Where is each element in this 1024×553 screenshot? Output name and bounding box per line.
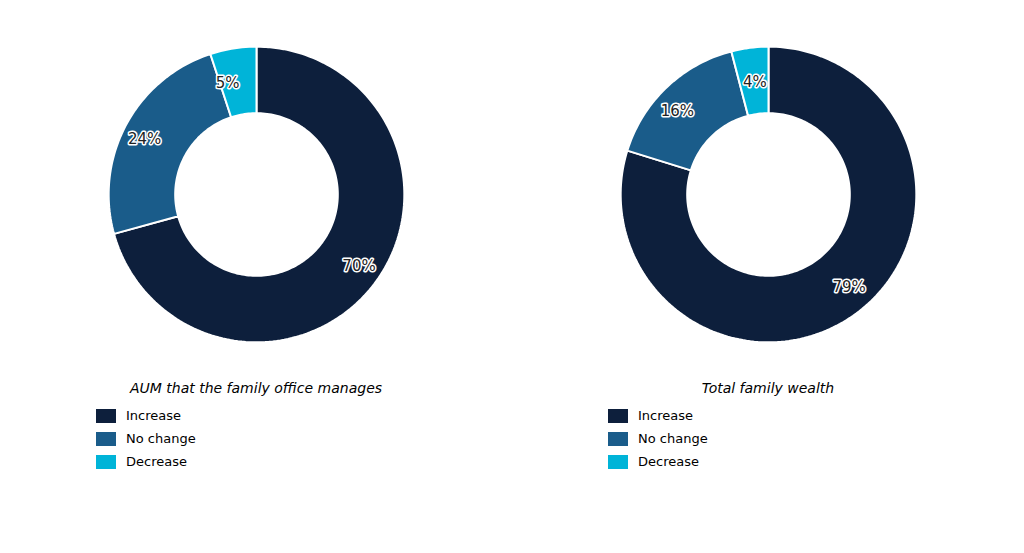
html-text:AUM that the family office man: AUM that the family office manages (129, 380, 382, 396)
svg-text:24%: 24% (128, 130, 161, 148)
svg-text:16%: 16% (661, 102, 694, 120)
svg-text:79%: 79% (832, 278, 865, 296)
html-text:Increase: Increase (126, 408, 181, 423)
html-text:Decrease: Decrease (126, 454, 187, 469)
svg-text:4%: 4% (743, 73, 767, 91)
html-text:No change: No change (126, 431, 196, 446)
html-text:Decrease: Decrease (638, 454, 699, 469)
svg-text:70%: 70% (342, 257, 375, 275)
html-text:No change: No change (638, 431, 708, 446)
html-text:Total family wealth: Total family wealth (701, 380, 835, 396)
svg-text:5%: 5% (216, 74, 240, 92)
html-text:Increase: Increase (638, 408, 693, 423)
